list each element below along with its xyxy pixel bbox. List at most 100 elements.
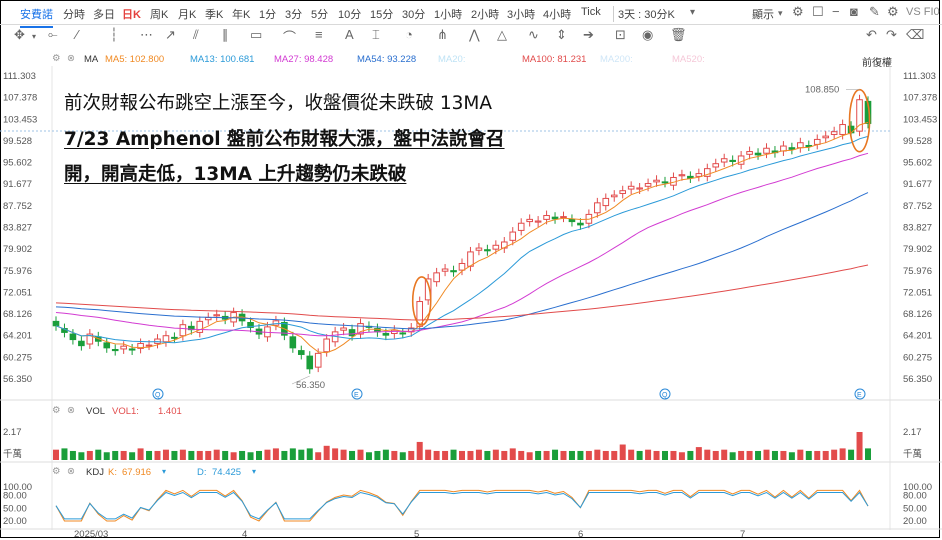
- text-tool-icon[interactable]: A: [345, 27, 354, 42]
- volume-bar: [230, 452, 237, 460]
- segment-line-icon[interactable]: ⟜: [48, 27, 58, 41]
- candle-body: [534, 220, 542, 223]
- display-menu[interactable]: 顯示: [752, 9, 774, 21]
- volume-bar: [129, 452, 136, 460]
- ma-settings-icon[interactable]: ⚙: [52, 53, 61, 64]
- wave-icon[interactable]: ∿: [528, 27, 539, 42]
- tab-30min[interactable]: 30分: [402, 9, 426, 21]
- ray-icon[interactable]: ↗: [165, 27, 176, 42]
- tab-4hour[interactable]: 4小時: [543, 9, 572, 21]
- channel-icon[interactable]: ⫽: [193, 27, 199, 42]
- volume-bar: [475, 449, 482, 460]
- candle-body: [703, 168, 711, 177]
- eraser-icon[interactable]: ⌫: [906, 27, 925, 42]
- lock-icon[interactable]: ⊡: [615, 27, 626, 42]
- price-tick-right: 79.902: [903, 244, 932, 255]
- cycle-icon[interactable]: ◔: [405, 27, 413, 42]
- pitchfork-icon[interactable]: ⋔: [437, 27, 448, 42]
- candle-body: [120, 345, 127, 350]
- chevron-down-icon[interactable]: ▾: [778, 8, 783, 18]
- chevron-down-icon[interactable]: ▾: [252, 467, 257, 476]
- volume-bar: [349, 450, 356, 460]
- tab-monthly-k[interactable]: 月K: [178, 9, 197, 21]
- tab-symbol-name[interactable]: 安費諾: [20, 6, 53, 28]
- undo-icon[interactable]: ↶: [866, 27, 877, 42]
- tab-10min[interactable]: 10分: [338, 9, 362, 21]
- candle-body: [763, 147, 770, 154]
- triangle-icon[interactable]: △: [497, 27, 507, 42]
- tab-1min[interactable]: 1分: [259, 9, 277, 21]
- tab-daily-k[interactable]: 日K: [122, 9, 141, 21]
- eye-icon[interactable]: ◉: [642, 27, 654, 42]
- vol-unit-right: 千萬: [903, 448, 922, 460]
- event-marker-label: E: [354, 392, 359, 399]
- chevron-down-icon[interactable]: ▾: [162, 467, 167, 476]
- tab-quarterly-k[interactable]: 季K: [205, 9, 224, 21]
- volume-bar: [568, 450, 575, 460]
- price-range-icon[interactable]: ⇕: [556, 27, 567, 42]
- measure-icon[interactable]: ⌶: [372, 27, 380, 42]
- settings-icon[interactable]: ⚙: [887, 4, 899, 19]
- volume-bar: [645, 449, 652, 460]
- candle-body: [653, 179, 660, 183]
- arrow-icon[interactable]: ➔: [583, 27, 594, 42]
- compare-symbol[interactable]: VS FI0: [906, 6, 940, 18]
- volume-bar: [416, 441, 423, 460]
- parallel-line-icon[interactable]: ∥: [222, 27, 229, 42]
- drawing-toolbar: ✥ ▾ ⟜ ⁄ ┆ ⋯ ↗ ⫽ ∥ ▭ ⌒ ≡ A ⌶ ◔ ⋔ ⋀ △ ∿ ⇕ …: [0, 25, 942, 47]
- volume-bar: [53, 449, 59, 460]
- kdj-close-icon[interactable]: ⊗: [67, 466, 75, 477]
- chevron-down-icon[interactable]: ▾: [32, 32, 37, 41]
- candle-body: [813, 138, 821, 145]
- vol-close-icon[interactable]: ⊗: [67, 405, 75, 416]
- tab-1hour[interactable]: 1小時: [434, 9, 463, 21]
- checkbox-icon[interactable]: ☐: [812, 4, 824, 19]
- kdj-tick-right: 100.00: [903, 482, 932, 493]
- tab-intraday[interactable]: 分時: [63, 9, 85, 21]
- price-tick-right: 75.976: [903, 266, 932, 277]
- candle-body: [830, 131, 838, 135]
- ma-line-ma100: [55, 264, 869, 321]
- price-tick-left: 87.752: [3, 201, 32, 212]
- redo-icon[interactable]: ↷: [886, 27, 897, 42]
- vertical-line-icon[interactable]: ┆: [110, 27, 118, 42]
- x-axis-label: 2025/03: [74, 529, 108, 540]
- tab-2hour[interactable]: 2小時: [471, 9, 500, 21]
- candle-body: [475, 247, 483, 251]
- volume-bar: [636, 450, 643, 460]
- gear-icon[interactable]: ⚙: [792, 4, 804, 19]
- volume-bar: [459, 450, 465, 460]
- tab-3hour[interactable]: 3小時: [507, 9, 536, 21]
- vol-settings-icon[interactable]: ⚙: [52, 405, 61, 416]
- kdj-settings-icon[interactable]: ⚙: [52, 466, 61, 477]
- tab-15min[interactable]: 15分: [370, 9, 394, 21]
- ma-close-icon[interactable]: ⊗: [67, 53, 75, 64]
- chevron-down-icon[interactable]: ▾: [690, 7, 696, 18]
- rectangle-icon[interactable]: ▭: [250, 27, 263, 42]
- volume-bar: [391, 450, 398, 460]
- trend-line-icon[interactable]: ⁄: [76, 27, 79, 42]
- tab-multi-day[interactable]: 多日: [93, 9, 115, 21]
- candle-body: [289, 336, 297, 349]
- kdj-k-value: 67.916: [122, 467, 152, 478]
- tab-5min[interactable]: 5分: [311, 9, 329, 21]
- tab-3min[interactable]: 3分: [285, 9, 303, 21]
- crosshair-icon[interactable]: ✥: [14, 27, 25, 42]
- tab-weekly-k[interactable]: 周K: [150, 9, 169, 21]
- tab-custom-period[interactable]: 3天 : 30分K: [613, 6, 675, 22]
- pencil-icon[interactable]: ✎: [869, 4, 880, 19]
- trash-icon[interactable]: 🗑: [670, 27, 687, 42]
- price-tick-left: 72.051: [3, 287, 32, 298]
- horizontal-line-icon[interactable]: ⋯: [140, 27, 153, 42]
- zigzag-icon[interactable]: ⋀: [469, 27, 480, 42]
- volume-bar: [526, 452, 533, 460]
- camera-icon[interactable]: ◙: [850, 4, 858, 19]
- fibonacci-icon[interactable]: ≡: [315, 27, 323, 42]
- arc-icon[interactable]: ⌒: [283, 30, 297, 45]
- tab-tick[interactable]: Tick: [581, 6, 601, 18]
- tab-yearly-k[interactable]: 年K: [232, 9, 251, 21]
- volume-bar: [256, 450, 262, 460]
- front-adjust-button[interactable]: 前復權: [862, 58, 892, 69]
- minus-icon[interactable]: −: [832, 4, 840, 19]
